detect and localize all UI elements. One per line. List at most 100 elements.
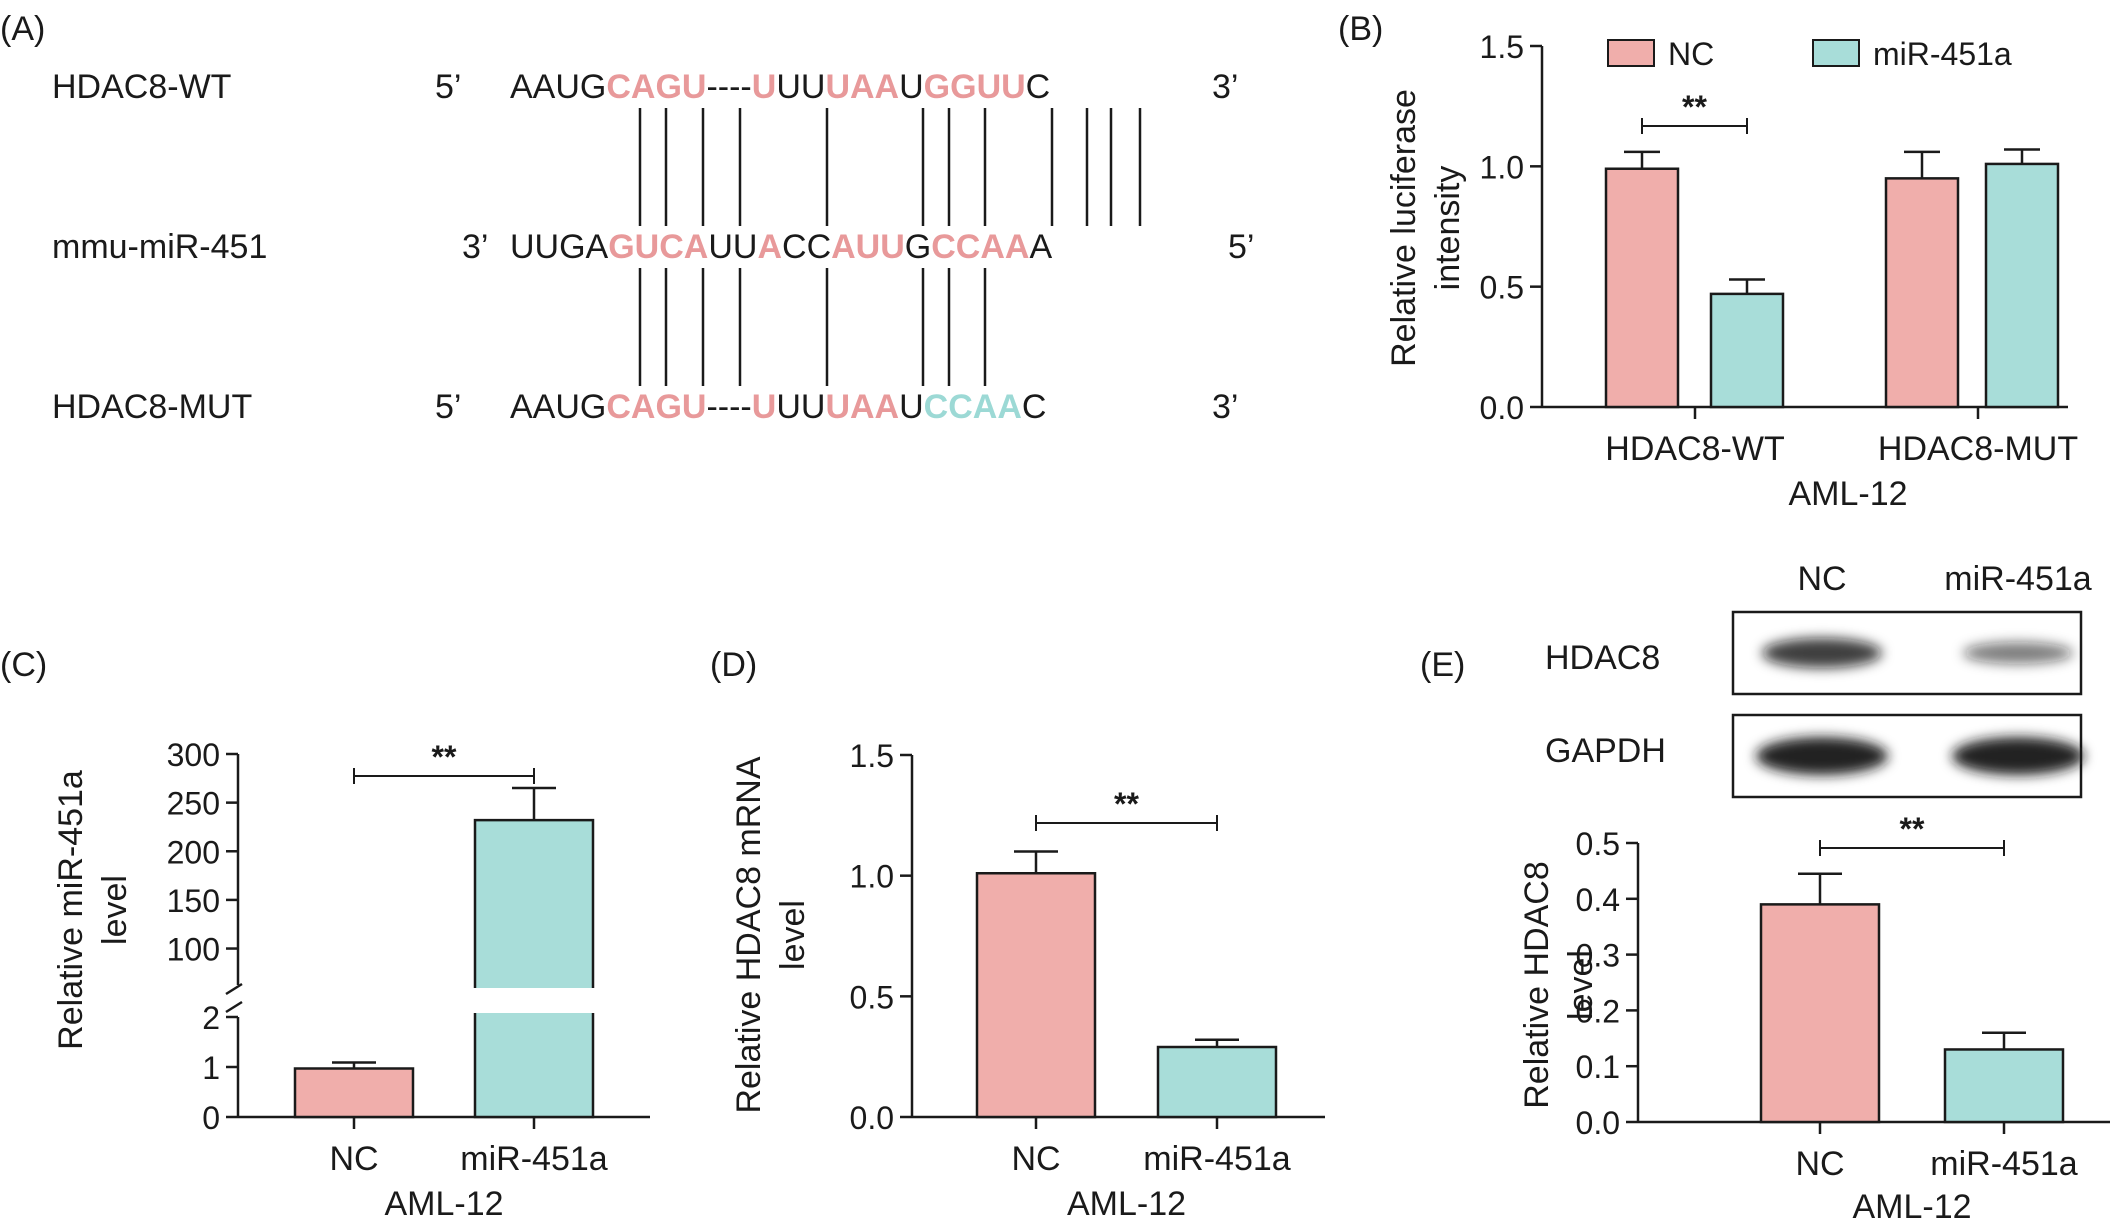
prime-right-mir: 5’ xyxy=(1228,228,1254,266)
significance-label: ** xyxy=(1900,811,1925,847)
y-axis-label: Relative miR-451a level xyxy=(52,770,134,1050)
sequence-segment: CCAA xyxy=(931,228,1029,266)
y-axis-label-line: level xyxy=(774,900,812,970)
x-axis-label: AML-12 xyxy=(1067,1185,1186,1221)
y-axis-label: Relative HDAC8 level xyxy=(1518,861,1600,1109)
chart-b-luciferase: 0.0 0.5 1.0 1.5 HDAC8-WT HDAC8-MUT AML-12 ** Rel… xyxy=(1385,29,2078,513)
sequence-segment: GUCA xyxy=(608,228,708,266)
sequence-segment: UUGA xyxy=(510,228,609,266)
seq-row-name-mut: HDAC8-MUT xyxy=(52,388,252,426)
y-tick-label: 250 xyxy=(167,786,220,822)
x-tick-label: miR-451a xyxy=(1143,1140,1290,1178)
sequence-segment: UU xyxy=(708,228,757,266)
chart-e-hdac8-protein: 0.0 0.1 0.2 0.3 0.4 0.5 NC miR-451a AML-12 ** Rela… xyxy=(1518,811,2110,1221)
sequence-segment: C xyxy=(1022,388,1047,426)
y-tick-label: 0.5 xyxy=(1576,826,1620,862)
y-tick-label: 150 xyxy=(167,883,220,919)
sequence-segment: U xyxy=(752,388,777,426)
sequence-segment: AAUG xyxy=(510,388,606,426)
sequence-mmu-mir-451: UUGAGUCAUUACCAUUGCCAAA xyxy=(510,228,1052,266)
significance-label: ** xyxy=(432,739,457,775)
axis-break-mark xyxy=(225,1000,243,1014)
bar xyxy=(293,1067,415,1119)
y-tick-label: 0.0 xyxy=(1480,390,1524,426)
blot-row-label: HDAC8 xyxy=(1545,639,1660,677)
sequence-segment: UAA xyxy=(825,388,899,426)
y-axis-label: Relative HDAC8 mRNA level xyxy=(730,756,812,1113)
significance-label: ** xyxy=(1682,89,1707,125)
y-axis-label-line: Relative miR-451a xyxy=(52,770,90,1050)
y-tick-label: 0.5 xyxy=(850,979,894,1015)
panel-a-label: (A) xyxy=(0,10,45,48)
sequence-segment: CC xyxy=(782,228,831,266)
y-tick-label: 0.0 xyxy=(850,1100,894,1136)
y-axis-label: Relative luciferase intensity xyxy=(1385,89,1467,367)
blot-band xyxy=(1963,642,2073,664)
prime-right-wt: 3’ xyxy=(1212,68,1238,106)
x-tick-label: HDAC8-WT xyxy=(1605,430,1784,468)
x-axis-label: AML-12 xyxy=(1852,1188,1971,1221)
bar xyxy=(475,820,593,988)
y-tick-label: 100 xyxy=(167,932,220,968)
sequence-segment: UU xyxy=(776,388,825,426)
x-tick-label: NC xyxy=(1795,1145,1844,1183)
bar xyxy=(1884,177,1960,409)
y-tick-label: 1.0 xyxy=(1480,149,1524,185)
panel-d-label: (D) xyxy=(710,646,757,684)
x-axis-label: AML-12 xyxy=(384,1185,503,1221)
sequence-segment: CAGU xyxy=(606,388,706,426)
sequence-hdac8-mut: AAUGCAGU----UUUUAAUCCAAC xyxy=(510,388,1046,426)
bar xyxy=(475,1013,593,1117)
legend-label-mir: miR-451a xyxy=(1873,36,2012,72)
prime-left-mir: 3’ xyxy=(462,228,488,266)
sequence-segment: U xyxy=(899,68,924,106)
y-tick-label: 0.3 xyxy=(1576,938,1620,974)
blot-band xyxy=(1756,737,1888,775)
sequence-segment: CAGU xyxy=(606,68,706,106)
y-axis-label-line: level xyxy=(96,875,134,945)
bar xyxy=(1604,167,1680,409)
base-pair-lines xyxy=(638,108,1142,386)
bar xyxy=(1943,1048,2065,1124)
chart-d-hdac8-mrna: 0.0 0.5 1.0 1.5 NC miR-451a AML-12 ** Relative H… xyxy=(730,738,1325,1221)
y-tick-label: 1.5 xyxy=(1480,29,1524,65)
blot-column-label: miR-451a xyxy=(1944,560,2091,598)
x-tick-label: miR-451a xyxy=(1930,1145,2077,1183)
prime-right-mut: 3’ xyxy=(1212,388,1238,426)
blot-band xyxy=(1762,638,1882,668)
bar xyxy=(1759,903,1881,1124)
bar xyxy=(1156,1045,1278,1119)
y-axis-label-line: level xyxy=(1562,950,1600,1020)
sequence-segment: C xyxy=(1026,68,1051,106)
y-tick-label: 0.0 xyxy=(1576,1105,1620,1141)
y-tick-label: 200 xyxy=(167,834,220,870)
sequence-segment: GGUU xyxy=(924,68,1026,106)
sequence-segment: A xyxy=(1029,228,1052,266)
axis-break-mark xyxy=(225,982,243,996)
x-axis-label: AML-12 xyxy=(1788,475,1907,513)
prime-left-mut: 5’ xyxy=(435,388,461,426)
sequence-segment: UU xyxy=(776,68,825,106)
legend-swatch-mir xyxy=(1812,39,1860,67)
legend-label-nc: NC xyxy=(1668,36,1714,72)
y-tick-label: 1.5 xyxy=(850,738,894,774)
y-tick-label: 0 xyxy=(202,1100,220,1136)
bar xyxy=(975,872,1097,1119)
blot-column-label: NC xyxy=(1797,560,1846,598)
bar xyxy=(1984,162,2060,409)
panel-a-alignment: (A) HDAC8-WT mmu-miR-451 HDAC8-MUT 5’ 3’… xyxy=(0,10,1254,426)
y-tick-label: 0.1 xyxy=(1576,1049,1620,1085)
x-tick-label: NC xyxy=(329,1140,378,1178)
y-tick-label: 0.4 xyxy=(1576,882,1620,918)
sequence-hdac8-wt: AAUGCAGU----UUUUAAUGGUUC xyxy=(510,68,1050,106)
y-tick-label: 1.0 xyxy=(850,859,894,895)
panel-c-label: (C) xyxy=(0,646,47,684)
significance-label: ** xyxy=(1114,786,1139,822)
prime-left-wt: 5’ xyxy=(435,68,461,106)
sequence-segment: ---- xyxy=(706,68,751,106)
sequence-segment: AUU xyxy=(831,228,905,266)
x-tick-label: NC xyxy=(1011,1140,1060,1178)
chart-c-mir451a-level: 0 1 2 100 150 200 250 300 NC miR-451a AML-12 ** Rela… xyxy=(52,737,650,1221)
sequence-segment: G xyxy=(905,228,931,266)
